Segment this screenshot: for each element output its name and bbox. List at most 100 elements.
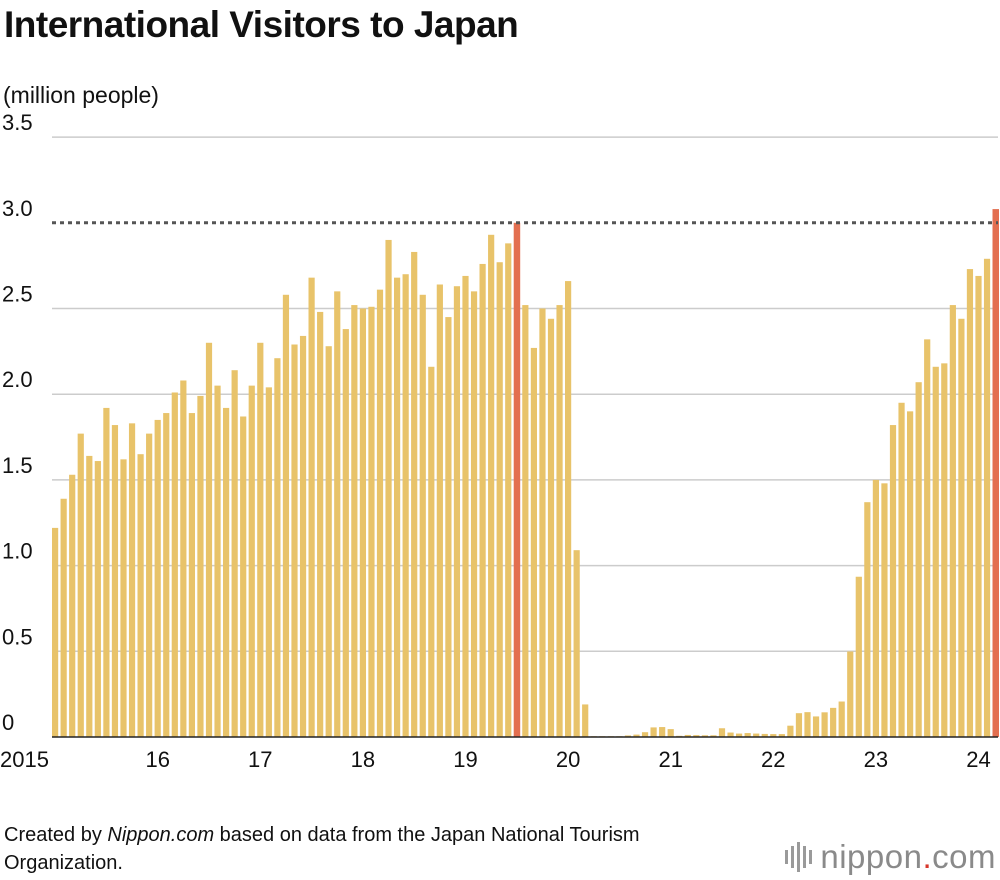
highlight-bar: [992, 209, 999, 737]
bar: [778, 734, 785, 737]
y-axis-unit-label: (million people): [3, 82, 159, 108]
bar: [753, 733, 760, 737]
bar: [317, 311, 324, 737]
bar: [667, 729, 674, 737]
bar: [812, 716, 820, 737]
bar: [282, 294, 290, 737]
bar-chart: 0 0.5 1.0 1.5 2.0 2.5 3.0 3.5 2015 16 17 18 19 20 21 22…: [0, 110, 999, 770]
bar: [120, 459, 127, 737]
bar: [86, 455, 93, 737]
bar: [804, 712, 811, 737]
bar: [411, 251, 418, 738]
bar: [496, 262, 503, 737]
source-link[interactable]: Nippon.com: [107, 824, 215, 846]
bar: [864, 502, 871, 737]
bar: [265, 387, 272, 737]
bar: [522, 305, 529, 737]
bar: [479, 263, 486, 737]
bar: [898, 402, 905, 737]
bar: [453, 286, 461, 737]
bar: [394, 277, 401, 737]
bar: [257, 342, 264, 737]
bar: [445, 317, 452, 737]
bar: [214, 385, 221, 737]
bar: [505, 243, 512, 738]
bar: [128, 423, 136, 737]
source-note: Created by Nippon.com based on data from…: [4, 821, 744, 877]
bar: [77, 433, 84, 737]
bar: [915, 382, 922, 737]
bar: [565, 281, 572, 737]
bar: [650, 727, 657, 737]
bar: [889, 425, 897, 737]
nippon-logo[interactable]: nippon. com: [785, 838, 996, 876]
bar: [342, 329, 349, 737]
bar: [359, 308, 366, 737]
bar: [710, 735, 717, 737]
bar: [197, 395, 204, 737]
bar: [488, 234, 495, 737]
bar: [462, 275, 469, 737]
bar: [137, 454, 144, 737]
logo-name: nippon: [820, 838, 923, 875]
source-suffix: based on data from the Japan National To…: [4, 824, 640, 874]
x-tick-label: 19: [453, 747, 477, 770]
bar: [291, 344, 298, 737]
bar: [154, 419, 161, 737]
x-tick-label: 21: [658, 747, 682, 770]
logo-dot: .: [922, 838, 933, 875]
y-tick-label: 0.5: [2, 624, 33, 649]
bar: [223, 407, 230, 737]
bar: [428, 366, 435, 737]
bar: [966, 269, 974, 737]
bar: [582, 704, 589, 737]
bar: [795, 713, 803, 737]
chart-title: International Visitors to Japan: [4, 4, 519, 45]
logo-tld: com: [932, 838, 996, 875]
bar: [231, 370, 238, 737]
bar: [530, 347, 537, 737]
bar: [52, 527, 59, 737]
bar: [975, 275, 982, 737]
bar: [556, 305, 563, 737]
bar: [744, 733, 751, 737]
x-tick-label: 16: [145, 747, 169, 770]
bar: [419, 294, 426, 737]
bar: [547, 318, 555, 737]
x-tick-label: 20: [556, 747, 580, 770]
bar: [376, 289, 384, 737]
bar: [240, 416, 247, 737]
bar: [171, 392, 178, 737]
bar: [907, 411, 914, 737]
bar: [573, 550, 580, 737]
bar: [351, 305, 358, 737]
bar: [470, 291, 478, 737]
x-tick-label: 22: [761, 747, 785, 770]
bar: [334, 291, 341, 737]
bar: [659, 727, 666, 737]
bar: [103, 407, 110, 737]
bar: [736, 733, 743, 737]
bar: [701, 735, 708, 737]
y-tick-label: 1.5: [2, 453, 33, 478]
bar: [180, 380, 187, 737]
bar: [539, 308, 546, 737]
bar: [872, 479, 879, 737]
bar: [325, 346, 332, 737]
bar: [838, 701, 845, 737]
bar: [633, 734, 640, 737]
bar: [111, 425, 119, 737]
bar: [949, 305, 956, 737]
bar: [983, 258, 991, 737]
bar: [787, 725, 794, 737]
x-tick-label: 18: [351, 747, 375, 770]
x-tick-label: 17: [248, 747, 272, 770]
source-prefix: Created by: [4, 824, 108, 846]
bar: [684, 734, 691, 737]
bar: [770, 734, 777, 737]
x-tick-label: 23: [864, 747, 888, 770]
y-tick-label: 1.0: [2, 539, 33, 564]
y-tick-label: 0: [2, 710, 14, 735]
bar: [368, 306, 375, 737]
bar: [308, 277, 315, 737]
